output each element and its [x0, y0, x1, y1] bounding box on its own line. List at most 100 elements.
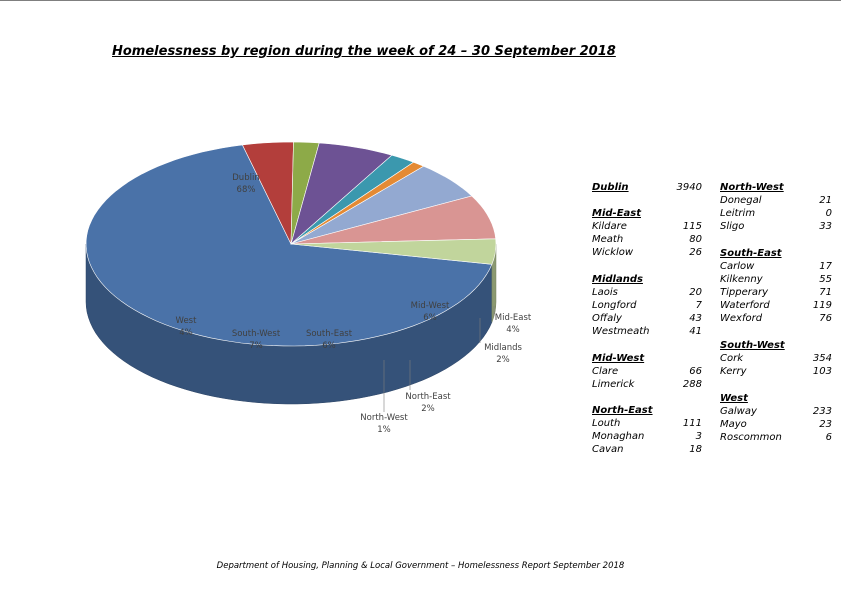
county-name: Wexford	[720, 313, 763, 324]
region-header: North-East	[592, 404, 702, 417]
county-name: Kerry	[720, 366, 747, 377]
county-name: Waterford	[720, 300, 770, 311]
county-row: Leitrim 0	[720, 207, 832, 220]
county-row: Sligo 33	[720, 220, 832, 233]
region-name: North-West	[720, 182, 784, 193]
region-group: South-East Carlow 17 Kilkenny 55 Tipperary 71 W…	[720, 247, 832, 325]
county-name: Offaly	[592, 313, 622, 324]
county-name: Mayo	[720, 419, 747, 430]
slice-percent: 1%	[377, 425, 391, 435]
slice-percent: 2%	[496, 355, 510, 365]
slice-percent: 4%	[179, 328, 193, 338]
county-row: Kilkenny 55	[720, 273, 832, 286]
slice-label: Mid-East	[495, 313, 532, 323]
county-row: Wicklow 26	[592, 246, 702, 259]
county-row: Galway 233	[720, 405, 832, 418]
county-value: 354	[812, 353, 832, 364]
pie-slice-south-east	[290, 165, 473, 245]
pie-slice-mid-west	[290, 142, 393, 245]
county-name: Leitrim	[720, 208, 756, 219]
county-row: Kerry 103	[720, 365, 832, 378]
top-rule	[0, 0, 841, 1]
pie-labels: Dublin 68% Mid-East 4% Midlands 2% Mid-West 6% N…	[176, 173, 532, 435]
county-value: 288	[682, 379, 702, 390]
region-header: Midlands	[592, 273, 702, 286]
region-header: West	[720, 392, 832, 405]
county-row: Carlow 17	[720, 260, 832, 273]
slice-percent: 2%	[421, 404, 435, 414]
region-name: South-East	[720, 248, 782, 259]
county-value: 3	[695, 431, 702, 442]
county-value: 0	[825, 208, 832, 219]
county-row: Cavan 18	[592, 443, 702, 456]
county-row: Meath 80	[592, 233, 702, 246]
county-row: Tipperary 71	[720, 286, 832, 299]
county-name: Donegal	[720, 195, 762, 206]
county-name: Cork	[720, 353, 744, 364]
region-header: South-West	[720, 339, 832, 352]
slice-label: Midlands	[484, 343, 522, 353]
region-group: Mid-West Clare 66 Limerick 288	[592, 352, 702, 391]
county-name: Meath	[592, 234, 624, 245]
county-value: 233	[812, 406, 832, 417]
county-value: 66	[689, 366, 702, 377]
county-value: 17	[819, 261, 832, 272]
county-name: Galway	[720, 406, 757, 417]
county-row: Louth 111	[592, 417, 702, 430]
county-value: 43	[689, 313, 702, 324]
county-value: 33	[819, 221, 832, 232]
region-total: 3940	[676, 182, 702, 193]
county-row: Offaly 43	[592, 312, 702, 325]
region-group: North-West Donegal 21 Leitrim 0 Sligo 33	[720, 181, 832, 233]
region-header: Dublin 3940	[592, 181, 702, 194]
county-name: Clare	[592, 366, 619, 377]
county-value: 7	[695, 300, 702, 311]
county-value: 55	[819, 274, 832, 285]
slice-label: West	[176, 316, 198, 326]
region-name: Midlands	[592, 274, 643, 285]
county-value: 111	[682, 418, 702, 429]
county-value: 119	[812, 300, 832, 311]
region-name: North-East	[592, 405, 653, 416]
county-row: Roscommon 6	[720, 431, 832, 444]
county-row: Donegal 21	[720, 194, 832, 207]
county-name: Westmeath	[592, 326, 650, 337]
county-name: Kilkenny	[720, 274, 763, 285]
county-value: 71	[819, 287, 832, 298]
county-row: Westmeath 41	[592, 325, 702, 338]
slice-percent: 68%	[237, 185, 256, 195]
slice-percent: 6%	[322, 341, 336, 351]
pie-slice-south-west	[290, 195, 497, 245]
county-value: 18	[689, 444, 702, 455]
county-name: Wicklow	[592, 247, 634, 258]
county-name: Cavan	[592, 444, 624, 455]
chart-title: Homelessness by region during the week o…	[112, 44, 616, 59]
county-value: 21	[819, 195, 832, 206]
slice-percent: 4%	[506, 325, 520, 335]
county-name: Laois	[592, 287, 618, 298]
region-header: South-East	[720, 247, 832, 260]
pie-slice-west	[290, 238, 497, 265]
county-row: Laois 20	[592, 286, 702, 299]
county-value: 103	[812, 366, 832, 377]
county-name: Roscommon	[720, 432, 782, 443]
pie-top-faces	[85, 141, 497, 347]
slice-label: South-East	[306, 329, 353, 339]
county-value: 6	[825, 432, 832, 443]
region-header: North-West	[720, 181, 832, 194]
region-name: Mid-West	[592, 353, 645, 364]
region-group: North-East Louth 111 Monaghan 3 Cavan 18	[592, 404, 702, 456]
county-row: Longford 7	[592, 299, 702, 312]
county-name: Kildare	[592, 221, 627, 232]
county-row: Mayo 23	[720, 418, 832, 431]
region-name: Mid-East	[592, 208, 641, 219]
county-value: 76	[819, 313, 832, 324]
county-value: 23	[819, 419, 832, 430]
slice-label: North-East	[405, 392, 451, 402]
slice-percent: 7%	[249, 341, 263, 351]
pie-slice-mid-east	[241, 141, 294, 245]
region-name: West	[720, 393, 748, 404]
slice-label: South-West	[232, 329, 281, 339]
county-row: Monaghan 3	[592, 430, 702, 443]
